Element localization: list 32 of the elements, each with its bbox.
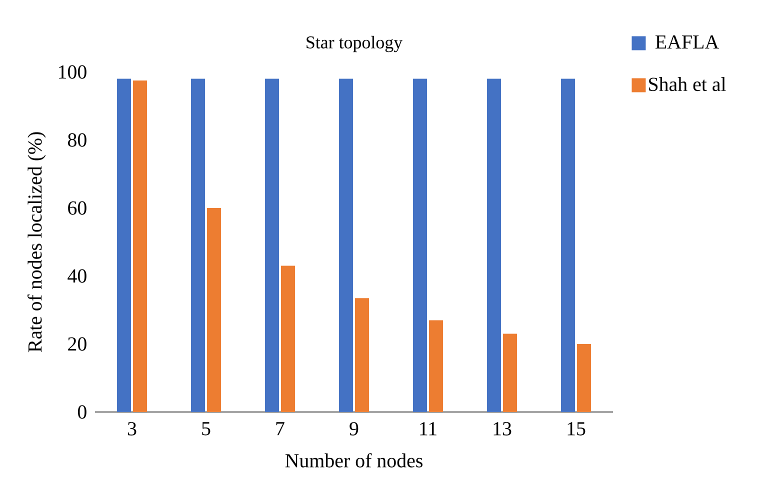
x-tick-label: 15 — [568, 422, 586, 436]
y-axis-title: Rate of nodes localized (%) — [28, 132, 46, 352]
x-axis-title: Number of nodes — [285, 453, 422, 468]
x-tick-label: 9 — [350, 422, 358, 436]
x-tick-label: 3 — [128, 422, 136, 436]
bar — [428, 320, 443, 412]
legend-label: EAFLA — [655, 35, 719, 49]
bar — [576, 344, 591, 412]
bar — [280, 266, 295, 412]
bar — [265, 78, 280, 412]
y-tick-label: 20 — [68, 337, 86, 351]
bar — [413, 78, 428, 412]
y-tick-label: 40 — [68, 269, 86, 283]
bar — [132, 80, 147, 412]
x-tick-label: 13 — [494, 422, 512, 436]
legend-label: Shah et al — [649, 77, 726, 92]
bar — [487, 78, 502, 412]
y-tick-label: 0 — [78, 405, 86, 419]
bar — [561, 78, 576, 412]
bar — [191, 78, 206, 412]
x-tick-label: 5 — [202, 422, 210, 436]
y-tick-label: 100 — [59, 65, 86, 79]
bar — [117, 78, 132, 412]
x-tick-label: 7 — [276, 422, 284, 436]
chart-title: Star topology — [306, 36, 403, 52]
bar — [502, 334, 517, 412]
x-tick-label: 11 — [420, 422, 436, 436]
y-tick-label: 60 — [68, 201, 86, 215]
bar — [206, 208, 221, 412]
bar — [354, 298, 369, 412]
bar — [339, 78, 354, 412]
y-tick-label: 80 — [68, 133, 86, 147]
